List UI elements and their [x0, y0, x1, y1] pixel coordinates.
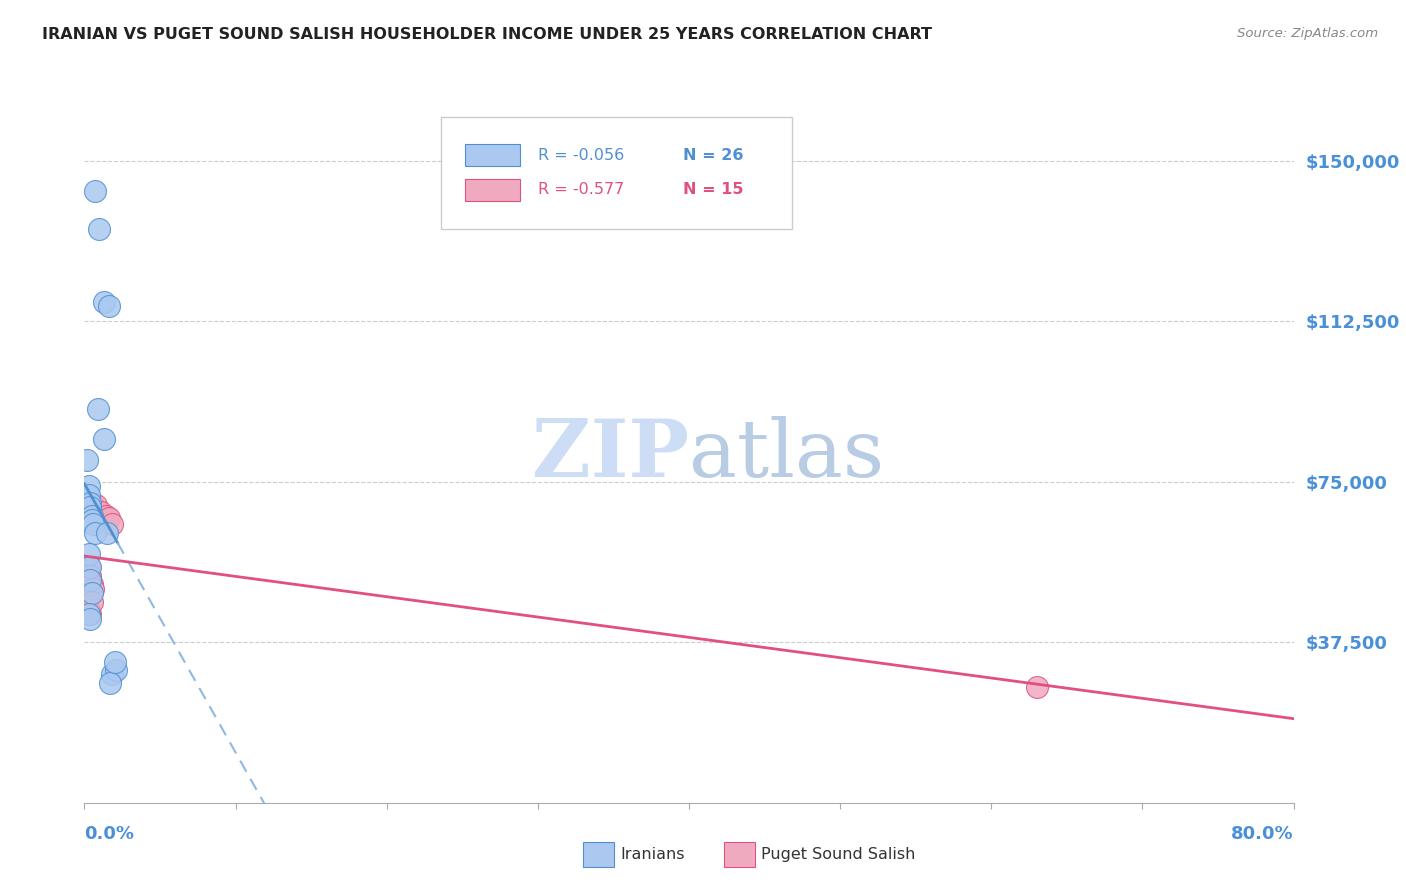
Point [79, 500, 101, 515]
Point [98, 676, 121, 690]
Text: IRANIAN VS PUGET SOUND SALISH HOUSEHOLDER INCOME UNDER 25 YEARS CORRELATION CHAR: IRANIAN VS PUGET SOUND SALISH HOUSEHOLDE… [42, 27, 932, 42]
Point [79, 496, 101, 510]
Text: R = -0.577: R = -0.577 [538, 182, 624, 197]
Point [86, 498, 108, 512]
Point [77, 607, 100, 622]
Point [105, 663, 128, 677]
Point [79, 573, 101, 587]
Text: Puget Sound Salish: Puget Sound Salish [761, 847, 915, 862]
Point [104, 655, 127, 669]
Text: atlas: atlas [689, 416, 884, 494]
Point [93, 432, 115, 446]
Point [100, 517, 122, 532]
Point [79, 575, 101, 590]
Point [77, 603, 100, 617]
Point [84, 184, 107, 198]
Point [77, 479, 100, 493]
Text: 0.0%: 0.0% [84, 825, 135, 843]
Point [79, 569, 101, 583]
Point [80, 577, 103, 591]
Text: N = 26: N = 26 [683, 147, 744, 162]
Point [97, 511, 120, 525]
Point [79, 612, 101, 626]
Text: Source: ZipAtlas.com: Source: ZipAtlas.com [1237, 27, 1378, 40]
Point [80, 513, 103, 527]
Point [79, 607, 101, 622]
Point [77, 548, 100, 562]
Bar [465, 144, 520, 166]
Point [90, 505, 112, 519]
Point [89, 222, 111, 236]
Point [84, 526, 107, 541]
Point [100, 667, 122, 681]
FancyBboxPatch shape [441, 118, 792, 229]
Point [87, 401, 110, 416]
Text: ZIP: ZIP [531, 416, 689, 494]
Text: Iranians: Iranians [620, 847, 685, 862]
Point [82, 517, 104, 532]
Text: N = 15: N = 15 [683, 182, 744, 197]
Point [80, 508, 103, 523]
Point [80, 586, 103, 600]
Point [96, 526, 118, 541]
Point [77, 487, 100, 501]
Point [1025, 680, 1047, 694]
Point [80, 496, 103, 510]
Bar [465, 178, 520, 201]
Text: R = -0.056: R = -0.056 [538, 147, 624, 162]
Point [94, 508, 117, 523]
Point [93, 294, 115, 309]
Point [77, 560, 100, 574]
Point [97, 299, 120, 313]
Point [80, 594, 103, 608]
Text: 80.0%: 80.0% [1230, 825, 1294, 843]
Point [82, 582, 104, 596]
Point [76, 453, 98, 467]
Point [79, 560, 101, 574]
